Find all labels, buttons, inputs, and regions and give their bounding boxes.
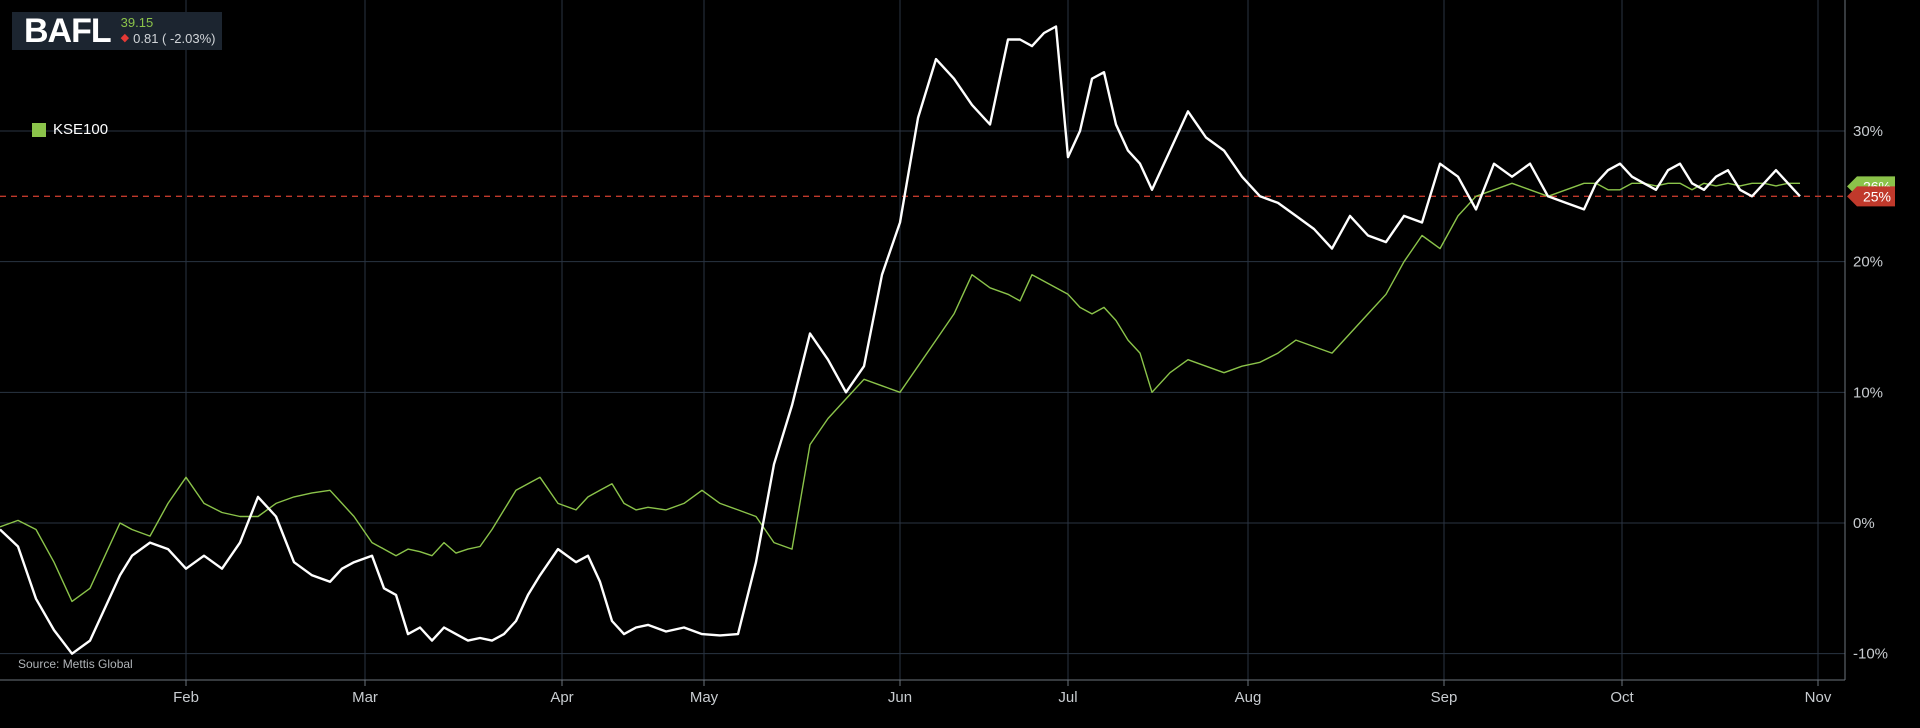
y-tick-label: 30% <box>1853 123 1883 140</box>
end-tag-bafl-text: 25% <box>1863 188 1891 204</box>
legend-label: KSE100 <box>53 121 109 138</box>
series-layer <box>0 25 1801 655</box>
series-line-bafl <box>0 25 1801 655</box>
y-tick-label: 20% <box>1853 254 1883 271</box>
end-tag-bafl: 25% <box>1847 186 1895 207</box>
ticker-change-row: ◆ 0.81 ( -2.03%) <box>121 30 216 47</box>
ticker-price: 39.15 <box>120 15 154 30</box>
x-tick-label: Jul <box>1058 689 1077 706</box>
ticker-change: 0.81 ( -2.03%) <box>133 31 216 46</box>
x-tick-label: Aug <box>1235 689 1262 706</box>
x-tick-label: May <box>690 689 719 706</box>
grid-lines <box>0 0 1845 680</box>
x-tick-label: Sep <box>1431 689 1458 706</box>
ticker-badge: BAFL 39.15 ◆ 0.81 ( -2.03%) <box>12 12 222 50</box>
series-line-kse100 <box>0 182 1800 603</box>
legend[interactable]: KSE100 <box>32 121 108 138</box>
ticker-info: 39.15 ◆ 0.81 ( -2.03%) <box>121 15 216 47</box>
x-tick-label: Mar <box>352 689 378 706</box>
source-label: Source: Mettis Global <box>18 657 133 671</box>
y-tick-label: 0% <box>1853 515 1875 532</box>
x-tick-label: Apr <box>550 689 573 706</box>
axis-layer: Feb Mar Apr May Jun Jul Aug Sep Oct Nov 30% 20% 10% 0… <box>0 0 1888 706</box>
x-tick-label: Jun <box>888 689 912 706</box>
down-triangle-icon: ◆ <box>120 32 130 44</box>
x-tick-label: Nov <box>1805 689 1832 706</box>
x-tick-label: Oct <box>1610 689 1634 706</box>
y-tick-label: 10% <box>1853 384 1883 401</box>
x-tick-label: Feb <box>173 689 199 706</box>
ticker-symbol: BAFL <box>24 12 112 50</box>
y-tick-label: -10% <box>1853 646 1888 663</box>
legend-swatch <box>32 122 46 137</box>
end-tags: 26%25% <box>1847 176 1895 207</box>
